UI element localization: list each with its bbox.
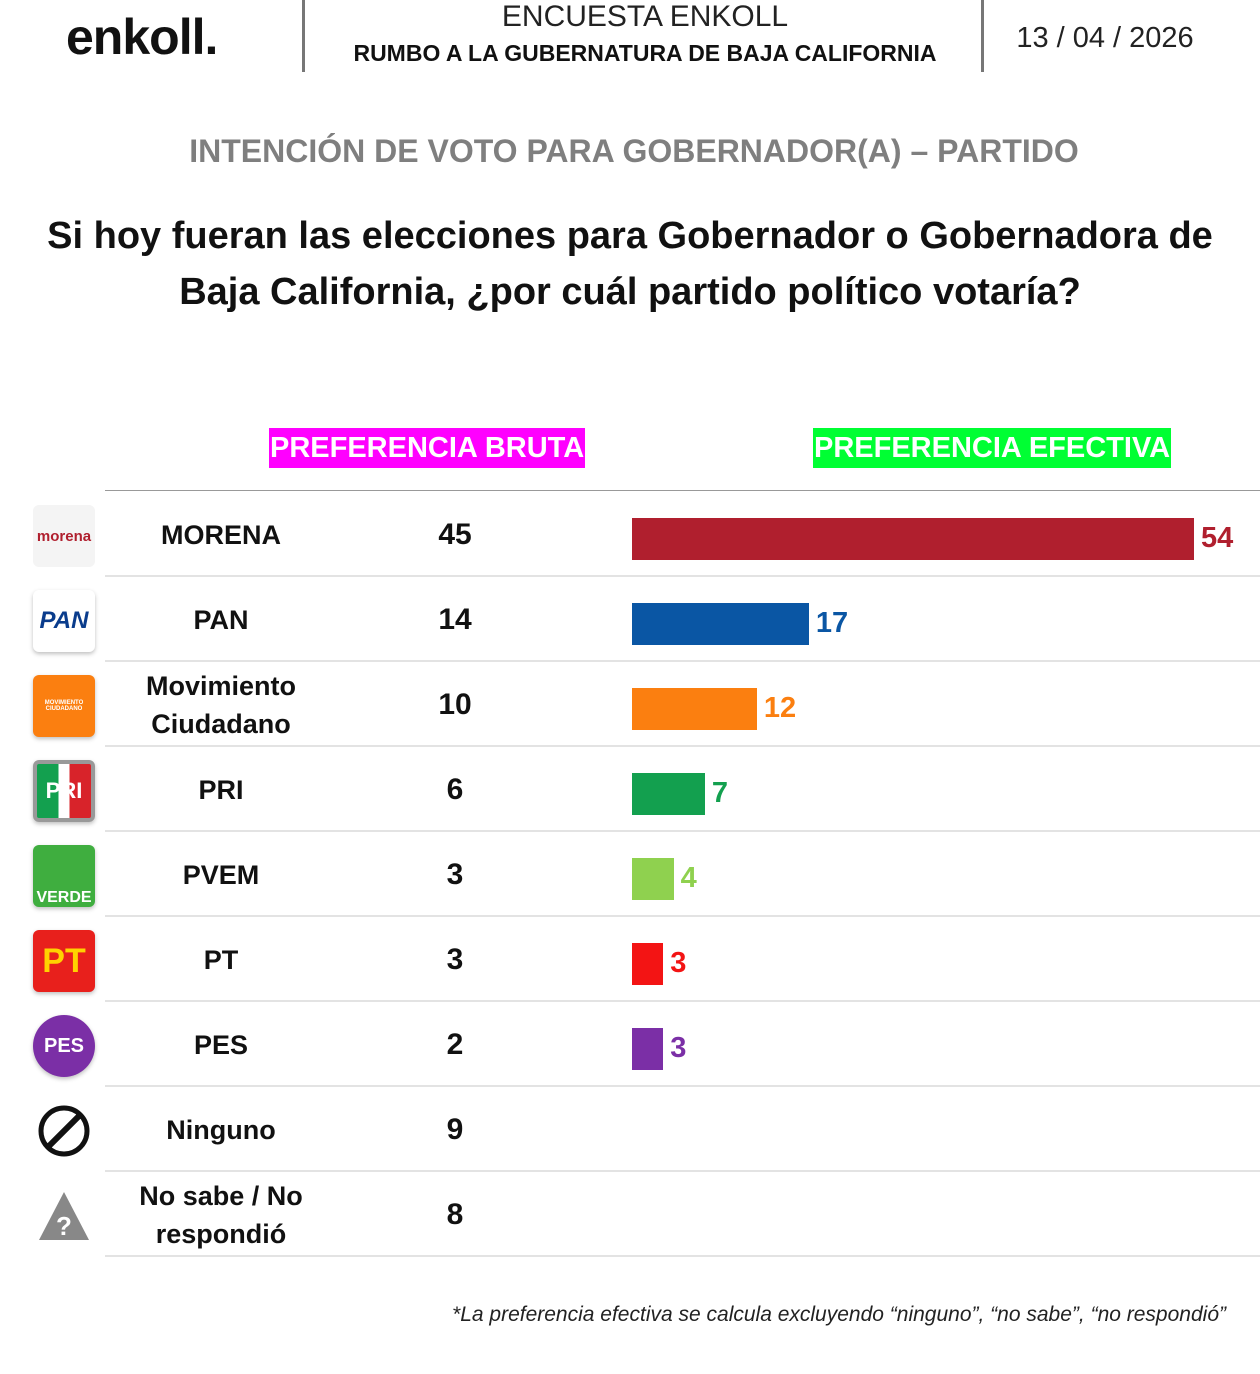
bruta-value: 10 bbox=[438, 687, 472, 721]
party-logo-icon: morena bbox=[33, 505, 95, 567]
table-row: morena MORENA 45 54 bbox=[0, 492, 1260, 577]
bruta-value: 9 bbox=[446, 1112, 464, 1146]
row-divider bbox=[105, 830, 1260, 832]
svg-text:?: ? bbox=[56, 1211, 72, 1241]
table-row: VERDE PVEM 3 4 bbox=[0, 832, 1260, 917]
bar-efectiva bbox=[632, 518, 1194, 560]
row-divider bbox=[105, 660, 1260, 662]
bruta-value: 45 bbox=[438, 517, 472, 551]
table-row: PAN PAN 14 17 bbox=[0, 577, 1260, 662]
bruta-value: 3 bbox=[446, 857, 464, 891]
bar-label: 3 bbox=[670, 947, 687, 979]
row-divider bbox=[105, 745, 1260, 747]
question: Si hoy fueran las elecciones para Gobern… bbox=[47, 215, 1213, 313]
party-name: No sabe / No respondió bbox=[139, 1180, 303, 1249]
bar-label: 54 bbox=[1201, 522, 1234, 554]
table-row: MOVIMIENTO CIUDADANO Movimiento Ciudadan… bbox=[0, 662, 1260, 747]
divider bbox=[302, 0, 305, 72]
bar-label: 17 bbox=[815, 607, 849, 639]
bar-label: 3 bbox=[670, 1032, 687, 1064]
row-divider bbox=[105, 1170, 1260, 1172]
table-row: PES PES 2 3 bbox=[0, 1002, 1260, 1087]
party-name: MORENA bbox=[161, 519, 281, 550]
bar-efectiva bbox=[632, 688, 757, 730]
bar-efectiva bbox=[632, 1028, 664, 1070]
table-row: Ninguno 9 bbox=[0, 1087, 1260, 1172]
footnote: *La preferencia efectiva se calcula excl… bbox=[452, 1303, 1226, 1326]
party-logo-icon: PES bbox=[33, 1015, 95, 1077]
party-name: Movimiento Ciudadano bbox=[145, 670, 296, 739]
party-logo-icon: MOVIMIENTO CIUDADANO bbox=[33, 675, 95, 737]
row-divider bbox=[105, 575, 1260, 577]
question-warning-icon: ? bbox=[33, 1185, 95, 1247]
none-icon bbox=[33, 1100, 95, 1162]
party-logo-icon: VERDE bbox=[33, 845, 95, 907]
bar-efectiva bbox=[632, 603, 809, 645]
section-title: INTENCIÓN DE VOTO PARA GOBERNADOR(A) – P… bbox=[189, 133, 1079, 169]
party-name: PRI bbox=[198, 774, 244, 805]
column-header-efectiva: PREFERENCIA EFECTIVA bbox=[813, 428, 1172, 468]
table-top-rule bbox=[105, 490, 1260, 491]
bar-label: 4 bbox=[680, 862, 697, 894]
bar-efectiva bbox=[632, 858, 674, 900]
divider bbox=[981, 0, 984, 72]
party-logo-icon: PT bbox=[33, 930, 95, 992]
bruta-value: 14 bbox=[438, 602, 472, 636]
header-title: ENCUESTA ENKOLL bbox=[501, 0, 789, 33]
party-name: Ninguno bbox=[166, 1114, 276, 1145]
column-header-bruta: PREFERENCIA BRUTA bbox=[269, 428, 586, 468]
party-name: PVEM bbox=[182, 859, 260, 890]
table-row: ? No sabe / No respondió 8 bbox=[0, 1172, 1260, 1257]
party-logo-icon: PAN bbox=[33, 590, 95, 652]
enkoll-logo: enkoll. bbox=[66, 9, 218, 65]
bruta-value: 3 bbox=[446, 942, 464, 976]
bar-label: 12 bbox=[763, 692, 797, 724]
bar-efectiva bbox=[632, 943, 664, 985]
party-logo-icon: PRI bbox=[33, 760, 95, 822]
bar-efectiva bbox=[632, 773, 705, 815]
row-divider bbox=[105, 1085, 1260, 1087]
row-divider bbox=[105, 1000, 1260, 1002]
table-row: PT PT 3 3 bbox=[0, 917, 1260, 1002]
party-name: PAN bbox=[193, 604, 249, 635]
row-divider bbox=[105, 1255, 1260, 1257]
bruta-value: 8 bbox=[446, 1197, 464, 1231]
header-subtitle: RUMBO A LA GUBERNATURA DE BAJA CALIFORNI… bbox=[353, 40, 937, 66]
party-name: PT bbox=[203, 944, 239, 975]
bruta-value: 6 bbox=[446, 772, 464, 806]
bruta-value: 2 bbox=[446, 1027, 464, 1061]
party-name: PES bbox=[193, 1029, 249, 1060]
row-divider bbox=[105, 915, 1260, 917]
header-date: 13 / 04 / 2026 bbox=[1016, 22, 1194, 54]
table-row: PRI PRI 6 7 bbox=[0, 747, 1260, 832]
bar-label: 7 bbox=[711, 777, 728, 809]
